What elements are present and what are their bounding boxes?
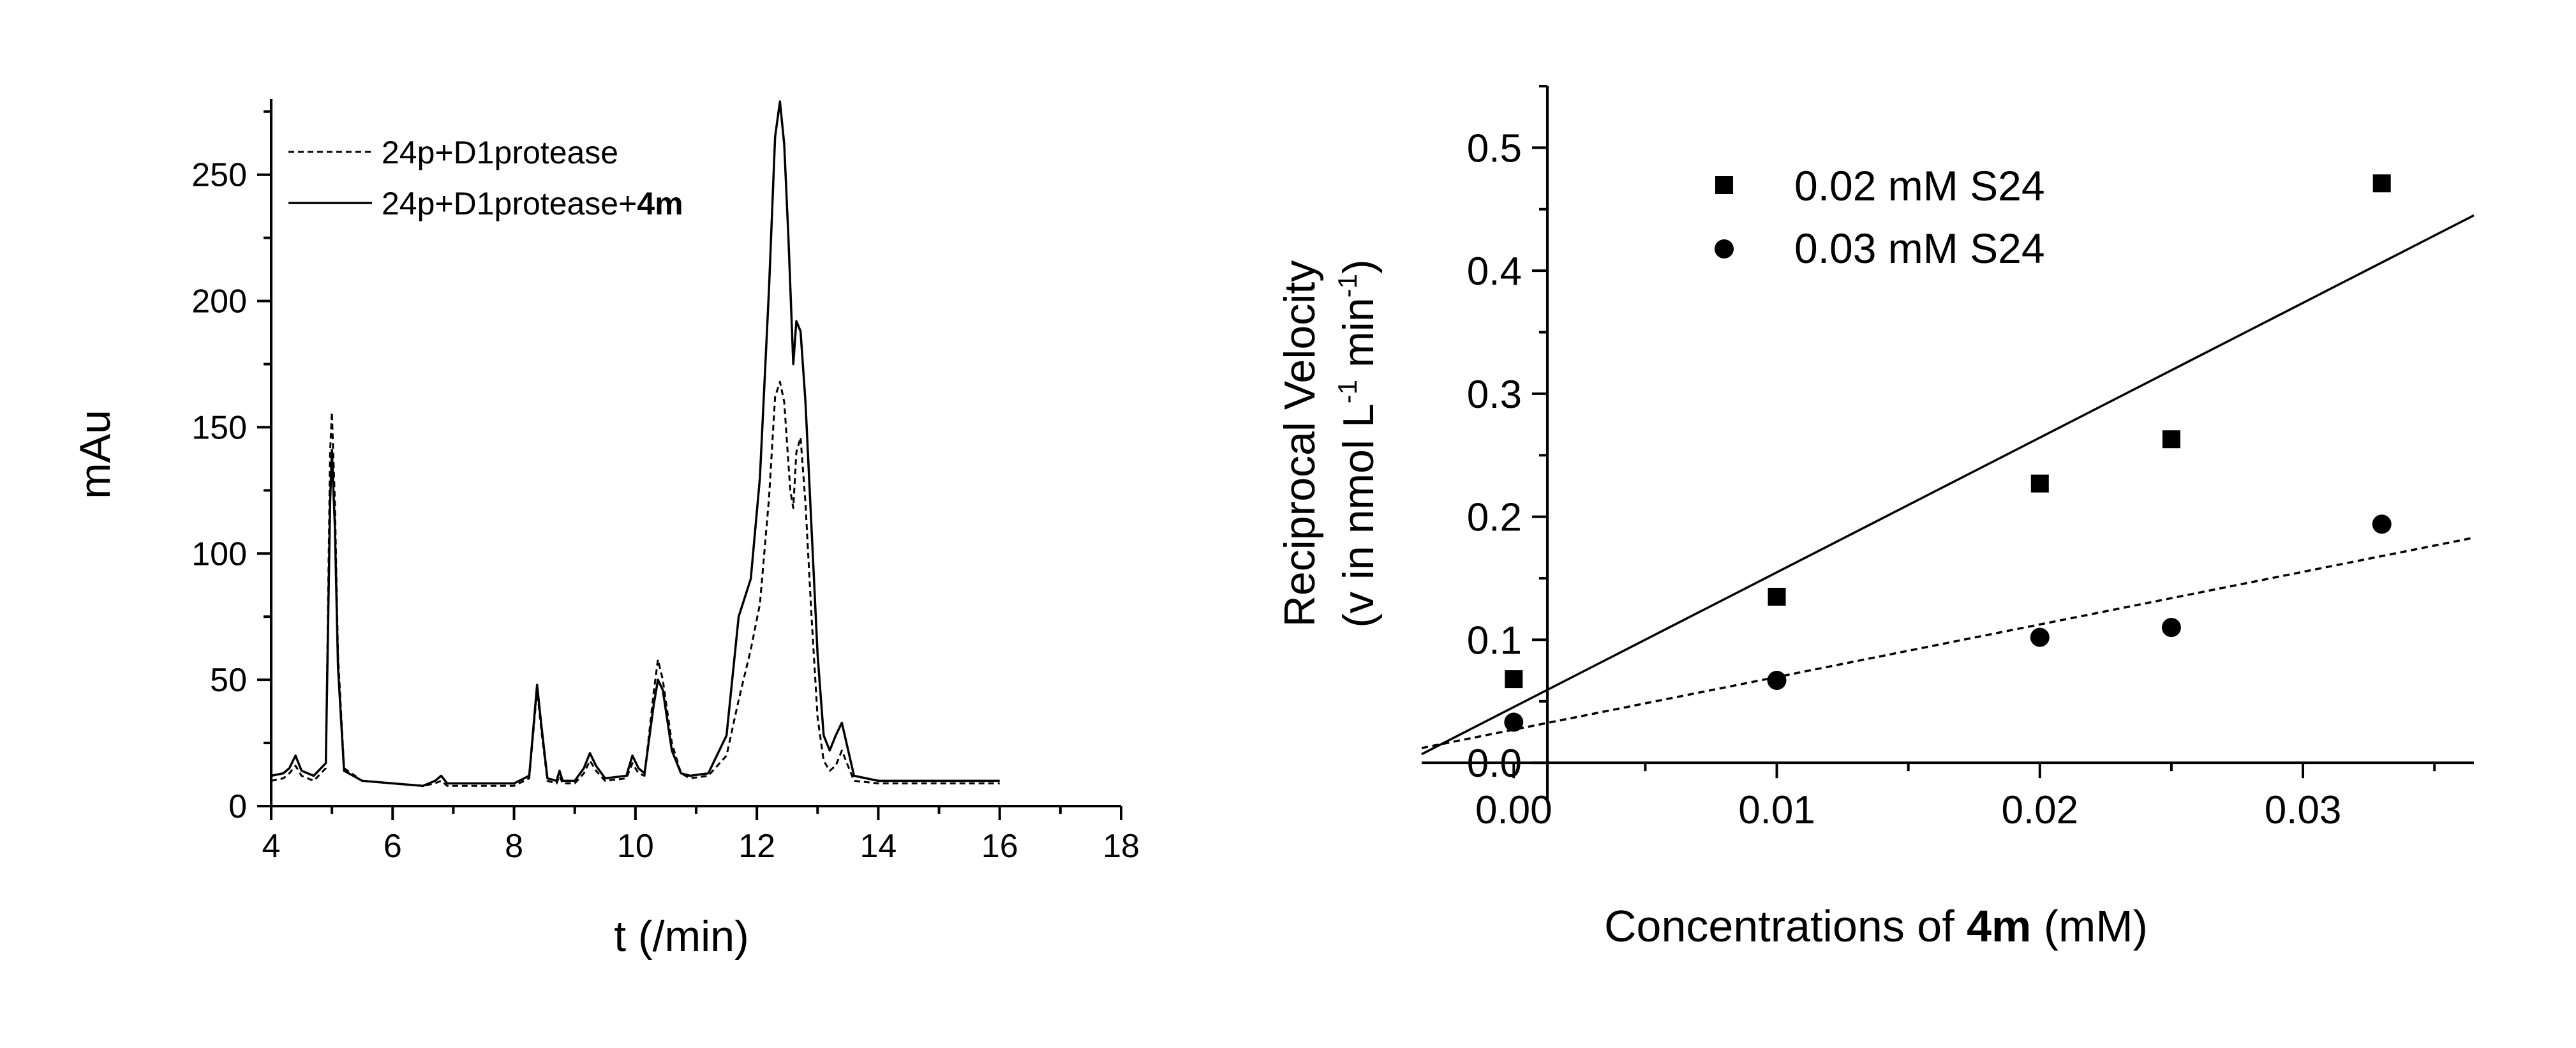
- legend-label-bold: 4m: [637, 186, 683, 221]
- x-axis-label-prefix: Concentrations of: [1604, 901, 1967, 951]
- x-tick-label: 12: [738, 828, 775, 865]
- fit-lines: [1421, 214, 2475, 756]
- reciprocal-velocity-chart: 0.00.10.20.30.40.5 0.00 0.01 0.02 0.03 0.02…: [1276, 85, 2475, 951]
- chromatogram-legend: 24p+D1protease 24p+D1protease+4m: [288, 135, 683, 221]
- chromatogram-y-ticks: 0 50 100 150 200 250: [191, 110, 271, 825]
- square-data-point: [2162, 430, 2180, 449]
- x-tick-label: 4: [262, 828, 281, 865]
- x-tick-label: 14: [860, 828, 897, 865]
- circle-data-point: [2372, 514, 2392, 534]
- x-axis-label-suffix: (mM): [2031, 901, 2148, 951]
- dashed-fit-line: [1421, 536, 2475, 749]
- y-tick-label: 0: [228, 788, 247, 825]
- chromatogram-chart: 0 50 100 150 200 250 4 6 8 10 12 14 16 18 24p+D1prot…: [71, 99, 1140, 961]
- chromatogram-series: [271, 100, 1000, 788]
- solid-chromatogram-trace: [271, 100, 1000, 788]
- legend-label: 0.02 mM S24: [1794, 162, 2045, 209]
- x-tick-label: 0.02: [2001, 788, 2078, 832]
- y-axis-label: Reciprocal Velocity (v in nmol L-1 min-1…: [1276, 259, 1383, 627]
- square-data-point: [2372, 174, 2391, 193]
- y-tick-label: 0.3: [1467, 373, 1522, 417]
- y-label-superscript: -1: [1332, 380, 1362, 403]
- data-points: [1504, 174, 2392, 732]
- legend-label-plain: 24p+D1protease+: [382, 186, 637, 221]
- legend-label: 0.03 mM S24: [1794, 225, 2045, 272]
- circle-data-point: [1504, 712, 1524, 732]
- legend-circle-marker: [1715, 239, 1734, 258]
- circle-data-point: [1767, 671, 1787, 691]
- legend-label: 24p+D1protease: [382, 135, 618, 170]
- circle-data-point: [2030, 627, 2050, 647]
- x-tick-label: 0.01: [1738, 788, 1815, 832]
- velocity-axes: [1422, 86, 2474, 800]
- y-tick-label: 0.1: [1467, 618, 1522, 662]
- square-data-point: [2030, 474, 2049, 493]
- velocity-x-ticks: 0.00 0.01 0.02 0.03: [1475, 763, 2436, 832]
- y-tick-label: 250: [191, 157, 247, 194]
- y-tick-label: 100: [191, 535, 247, 573]
- x-axis-label: t (/min): [614, 912, 749, 961]
- circle-data-point: [2161, 618, 2181, 638]
- velocity-y-ticks: 0.00.10.20.30.40.5: [1467, 85, 1547, 786]
- y-tick-label: 50: [210, 662, 247, 699]
- dashed-chromatogram-trace: [271, 380, 1000, 787]
- x-tick-label: 6: [383, 828, 402, 865]
- y-label-part: min: [1334, 297, 1383, 379]
- y-tick-label: 150: [191, 409, 247, 446]
- y-tick-label: 200: [191, 283, 247, 320]
- x-tick-label: 18: [1103, 828, 1140, 865]
- y-label-part: (v in nmol L: [1334, 403, 1383, 627]
- y-tick-label: 0.2: [1467, 496, 1522, 540]
- x-tick-label: 16: [981, 828, 1018, 865]
- y-tick-label: 0.5: [1467, 126, 1522, 170]
- y-label-superscript: -1: [1332, 274, 1362, 297]
- solid-fit-line: [1421, 214, 2475, 756]
- x-tick-label: 10: [617, 828, 654, 865]
- x-tick-label: 0.00: [1475, 788, 1552, 832]
- y-axis-label-line1: Reciprocal Velocity: [1276, 260, 1324, 627]
- x-tick-label: 8: [505, 828, 523, 865]
- x-axis-label: Concentrations of 4m (mM): [1604, 901, 2148, 951]
- x-tick-label: 0.03: [2265, 788, 2342, 832]
- y-axis-label: mAu: [71, 410, 119, 499]
- x-axis-label-bold: 4m: [1967, 901, 2031, 951]
- legend-square-marker: [1715, 176, 1733, 194]
- square-data-point: [1768, 587, 1786, 606]
- square-data-point: [1505, 670, 1523, 689]
- y-label-part: ): [1334, 259, 1383, 274]
- y-tick-label: 0.4: [1467, 250, 1522, 294]
- y-axis-label-line2: (v in nmol L-1 min-1): [1332, 259, 1383, 627]
- velocity-legend: 0.02 mM S24 0.03 mM S24: [1715, 162, 2045, 272]
- chromatogram-x-ticks: 4 6 8 10 12 14 16 18: [262, 806, 1140, 865]
- legend-label: 24p+D1protease+4m: [382, 186, 683, 221]
